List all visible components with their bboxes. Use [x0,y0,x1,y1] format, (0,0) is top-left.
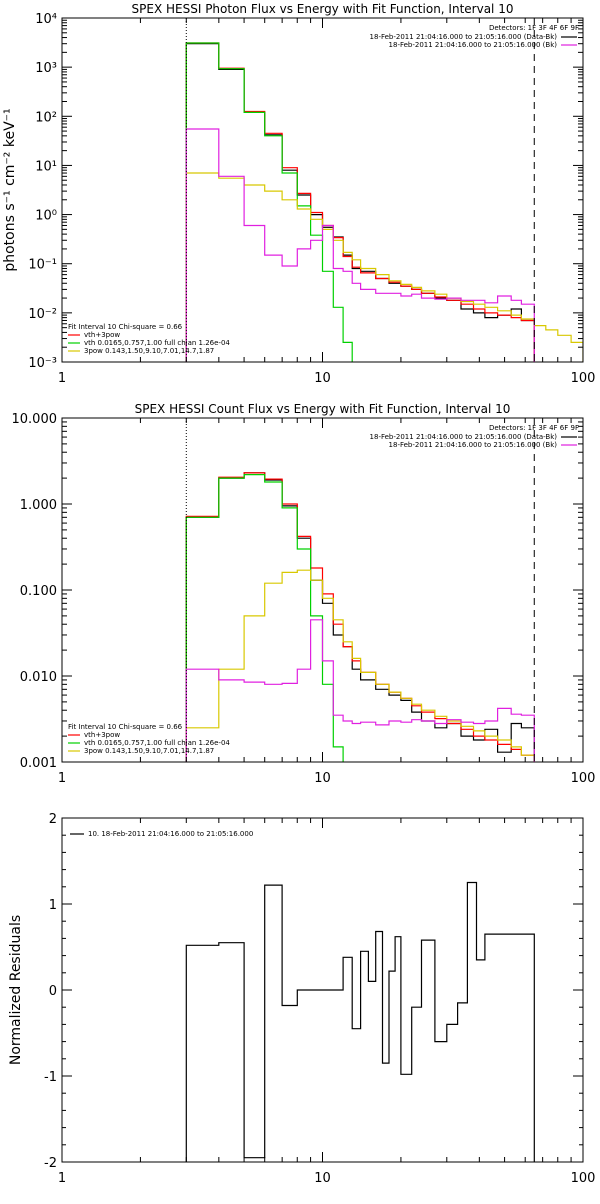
panel-2-xtick-label: 1 [58,771,66,786]
panel-2-legend-item: 18-Feb-2011 21:04:16.000 to 21:05:16.000… [389,441,558,449]
panel-2-ytick-label: 0.001 [20,756,57,771]
panel-2-series-group [185,472,583,762]
panel-1-ytick-label: 10³ [35,61,57,76]
panel-1-fit-item: vth+3pow [84,331,120,339]
panel-2-xtick-label: 10 [314,771,331,786]
panel-2-legend-item: 18-Feb-2011 21:04:16.000 to 21:05:16.000… [370,433,558,441]
panel-1-legend-header: Detectors: 1F 3F 4F 6F 9F [489,24,579,32]
panel-1-legend-item: 18-Feb-2011 21:04:16.000 to 21:05:16.000… [370,33,558,41]
panel-1-ytick-label: 10⁻³ [28,356,57,371]
panel-3-series-group [185,881,535,1162]
panel-2-title: SPEX HESSI Count Flux vs Energy with Fit… [135,402,511,416]
panel-3-xtick-label: 10 [314,1171,331,1186]
panel-2-series-1 [185,472,535,762]
panel-1-title: SPEX HESSI Photon Flux vs Energy with Fi… [132,2,514,16]
panel-3-ytick-label: -2 [44,1156,57,1171]
panel-1-xtick-label: 100 [571,371,596,386]
panel-3-ytick-label: 1 [49,898,57,913]
panel-1-xtick-label: 10 [314,371,331,386]
panel-1-series-0 [185,43,535,362]
panel-3-legend-item: 10. 18-Feb-2011 21:04:16.000 to 21:05:16… [88,830,253,838]
panel-1-ytick-label: 10⁴ [35,12,57,27]
panel-2-series-4 [185,619,535,762]
panel-3-series-0 [185,881,535,1162]
panel-2-xtick-label: 100 [571,771,596,786]
panel-1-fit-item: 3pow 0.143,1.50,9.10,7.01,14.7,1.87 [84,347,214,355]
panel-1-series-2 [185,42,362,362]
panel-1-ytick-label: 10⁻² [28,307,57,322]
panel-1-ytick-label: 10⁰ [35,209,57,224]
panel-1-xtick-label: 1 [58,371,66,386]
panel-2-legend-header: Detectors: 1F 3F 4F 6F 9F [489,424,579,432]
panel-2-ytick-label: 0.010 [20,670,57,685]
panel-1-ytick-label: 10² [35,110,57,125]
panel-1-fit-header: Fit Interval 10 Chi-square = 0.66 [68,323,183,331]
panel-1-legend-item: 18-Feb-2011 21:04:16.000 to 21:05:16.000… [389,41,558,49]
panel-3-xtick-label: 100 [571,1171,596,1186]
panel-1-ytick-label: 10¹ [35,159,57,174]
panel-1-ylabel: photons s⁻¹ cm⁻² keV⁻¹ [2,108,18,271]
panel-2-fit-item: 3pow 0.143,1.50,9.10,7.01,14.7,1.87 [84,747,214,755]
panel-3-ytick-label: 0 [49,984,57,999]
panel-1-series-3 [185,172,583,362]
panel-3-ytick-label: 2 [49,812,57,827]
panel-2-series-0 [185,472,535,762]
panel-2-fit-header: Fit Interval 10 Chi-square = 0.66 [68,723,183,731]
panel-3-ytick-label: -1 [44,1070,57,1085]
panel-2-ytick-label: 0.100 [20,584,57,599]
panel-2-series-2 [185,474,353,762]
panel-1-series-1 [185,42,535,362]
panel-2-fit-item: vth 0.0165,0.757,1.00 full chian 1.26e-0… [84,739,230,747]
panel-2-ytick-label: 1.000 [20,498,57,513]
panel-1-series-4 [185,128,535,362]
panel-2-ytick-label: 10.000 [12,412,58,427]
panel-1-fit-item: vth 0.0165,0.757,1.00 full chian 1.26e-0… [84,339,230,347]
panel-2-series-3 [185,569,583,762]
panel-1-series-group [185,42,583,362]
panel-2-fit-item: vth+3pow [84,731,120,739]
panel-1-ytick-label: 10⁻¹ [28,258,57,273]
panel-3-ylabel: Normalized Residuals [8,915,24,1065]
panel-3-xtick-label: 1 [58,1171,66,1186]
